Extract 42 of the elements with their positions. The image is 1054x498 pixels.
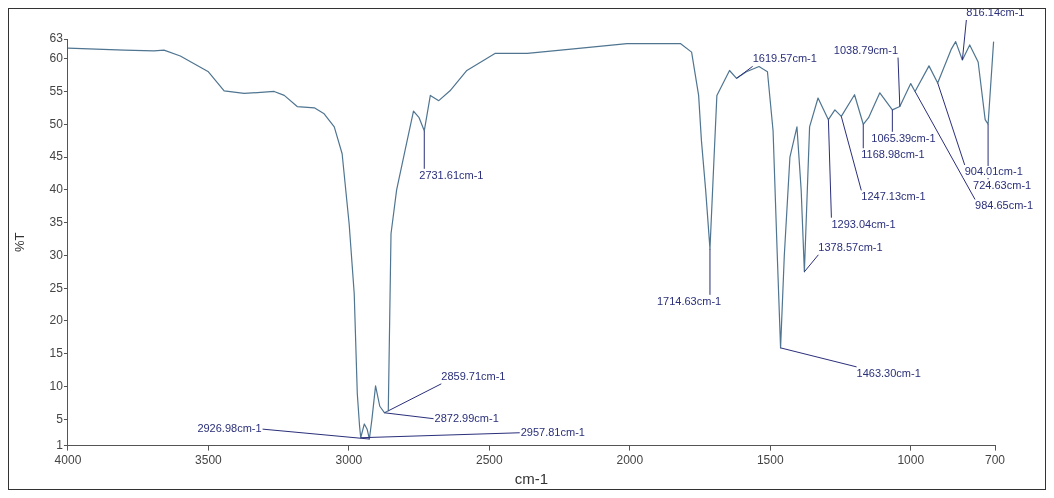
y-tick-label: 40 [49,182,64,197]
x-tick-label: 1500 [756,453,784,468]
annotation: 1378.57cm-1 [818,240,883,253]
y-tick-label: 50 [49,116,64,131]
annotation: 816.14cm-1 [966,6,1025,19]
x-tick-label: 700 [984,453,1006,468]
x-tick-label: 3500 [195,453,223,468]
annotation: 1293.04cm-1 [831,217,896,230]
y-tick-label: 60 [49,50,64,65]
annotation: 1168.98cm-1 [861,148,925,161]
y-tick-label: 63 [49,31,64,46]
x-tick-label: 3000 [335,453,363,468]
annotation: 984.65cm-1 [975,199,1034,212]
y-tick-label: 1 [56,437,64,452]
annotation: 724.63cm-1 [973,179,1032,192]
annotation: 904.01cm-1 [964,164,1023,177]
annotation: 1065.39cm-1 [871,131,936,144]
x-axis-title: cm-1 [514,470,549,488]
x-tick-label: 1000 [897,453,925,468]
y-tick-label: 55 [49,83,64,98]
y-tick-label: 5 [56,411,64,426]
annotation: 1247.13cm-1 [861,190,926,203]
y-tick-label: 45 [49,149,64,164]
annotation: 1038.79cm-1 [833,43,899,56]
annotation: 1619.57cm-1 [752,52,817,65]
annotation: 2859.71cm-1 [441,369,506,382]
y-tick-label: 15 [49,346,64,361]
annotation: 1463.30cm-1 [856,366,921,379]
annotation: 2872.99cm-1 [434,411,499,424]
y-tick-label: 30 [49,247,64,262]
y-axis-title: %T [12,232,28,253]
annotation: 2926.98cm-1 [197,422,262,435]
x-tick-label: 4000 [54,453,82,468]
annotation: 2731.61cm-1 [419,168,484,181]
x-tick-label: 2000 [616,453,644,468]
x-tick-label: 2500 [475,453,504,468]
y-tick-label: 35 [49,214,64,229]
y-tick-label: 10 [49,378,64,393]
y-tick-label: 20 [49,313,64,328]
annotation: 1714.63cm-1 [656,294,722,307]
y-tick-label: 25 [49,280,64,295]
annotation: 2957.81cm-1 [520,425,585,438]
